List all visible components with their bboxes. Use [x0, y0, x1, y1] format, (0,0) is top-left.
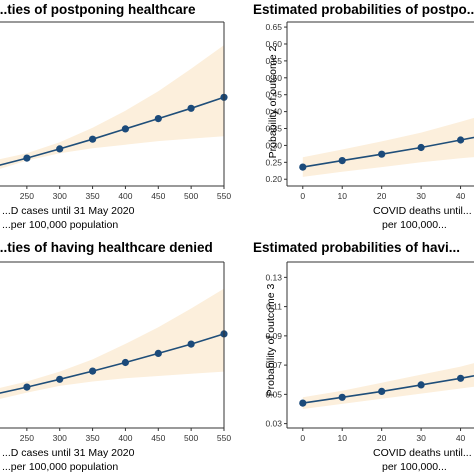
panel-2-point-1 — [338, 157, 346, 165]
panel-2-y-tick-label-8: 0.60 — [265, 39, 282, 49]
panel-4-xlabel-line2: per 100,000... — [382, 461, 447, 473]
panel-4-point-1 — [338, 393, 346, 401]
panel-1: ...ties of postponing healthcare 250 300 3… — [0, 2, 231, 231]
panel-2: Estimated probabilities of postpo... 0 10… — [253, 2, 474, 231]
panel-2-xlabel-line1: COVID deaths until... — [373, 205, 472, 217]
panel-2-point-2 — [378, 150, 386, 158]
panel-3-point-1 — [23, 383, 31, 391]
panel-4-y-tick-label-1: 0.05 — [265, 389, 282, 399]
panel-2-ylabel: Probability of outcome 2 — [267, 46, 279, 159]
panel-3-ci-band — [0, 288, 224, 399]
panel-1-point-3 — [89, 135, 97, 143]
panel-4-point-0 — [299, 399, 307, 407]
panel-2-y-tick-label-0: 0.20 — [265, 174, 282, 184]
panel-4-x-tick-label-1: 10 — [337, 433, 347, 443]
panel-3-x-tick-label-3: 350 — [85, 433, 99, 443]
panel-2-x-tick-label-4: 40 — [456, 191, 466, 201]
panel-2-plot: 0 10 20 30 40 0.20 0.25 0.30 0.35 0.40 0.45 0.50 0.5… — [265, 21, 474, 201]
panel-1-ci-band — [0, 45, 224, 169]
panel-1-point-5 — [154, 115, 162, 123]
panel-3-xlabel-line1: ...D cases until 31 May 2020 — [2, 447, 135, 459]
panel-4-point-3 — [417, 381, 425, 389]
panel-1-point-4 — [121, 125, 129, 133]
panel-4-point-4 — [457, 374, 465, 382]
panel-3-title: ...ties of having healthcare denied — [0, 240, 213, 255]
panel-3-xlabel-line2: ...per 100,000 population — [2, 461, 118, 473]
panel-2-title: Estimated probabilities of postpo... — [253, 2, 474, 17]
panel-1-xlabel-line2: ...per 100,000 population — [2, 219, 118, 231]
panel-1-x-tick-label-2: 300 — [53, 191, 67, 201]
panel-4-series-line — [302, 375, 474, 404]
panel-2-y-tick-label-2: 0.30 — [265, 140, 282, 150]
panel-3-x-tick-label-6: 500 — [184, 433, 198, 443]
panel-3-x-tick-label-4: 400 — [118, 433, 132, 443]
panel-4-ylabel: Probability of outcome 3 — [265, 284, 277, 397]
panel-4-x-tick-label-2: 20 — [377, 433, 387, 443]
panel-2-x-tick-label-1: 10 — [337, 191, 347, 201]
panel-2-y-tick-label-5: 0.45 — [265, 90, 282, 100]
panel-4-y-tick-label-5: 0.13 — [265, 272, 282, 282]
panel-2-y-tick-label-7: 0.55 — [265, 56, 282, 66]
panel-1-x-tick-label-4: 400 — [118, 191, 132, 201]
panel-3-point-3 — [89, 367, 97, 375]
panel-1-series-line — [0, 96, 225, 166]
panel-4-y-tick-label-3: 0.09 — [265, 331, 282, 341]
panel-4-y-tick-label-2: 0.07 — [265, 360, 282, 370]
panel-2-x-tick-label-3: 30 — [416, 191, 426, 201]
panel-3-point-2 — [56, 375, 64, 383]
panel-1-x-tick-label-7: 550 — [217, 191, 231, 201]
panel-4: Estimated probabilities of havi... 0 10 20… — [253, 240, 474, 473]
panel-3: ...ties of having healthcare denied 250 3… — [0, 240, 231, 473]
panel-3-x-tick-label-1: 250 — [20, 433, 34, 443]
panel-4-plot: 0 10 20 30 40 0.03 0.05 0.07 0.09 0.11 0.13 — [265, 261, 474, 443]
panel-1-point-2 — [56, 145, 64, 153]
panel-2-ci-band — [302, 117, 474, 177]
panel-3-x-tick-label-2: 300 — [53, 433, 67, 443]
panel-3-x-tick-label-7: 550 — [217, 433, 231, 443]
panel-3-x-tick-label-5: 450 — [151, 433, 165, 443]
panel-2-point-3 — [417, 143, 425, 152]
panel-1-x-tick-label-5: 450 — [151, 191, 165, 201]
panel-4-x-tick-label-4: 40 — [456, 433, 466, 443]
panel-4-xlabel-line1: COVID deaths until... — [373, 447, 472, 459]
panel-3-point-4 — [121, 358, 129, 367]
panel-3-series-line — [0, 333, 225, 394]
panel-4-x-tick-label-3: 30 — [416, 433, 426, 443]
panel-3-point-6 — [187, 340, 195, 348]
panel-2-point-0 — [299, 163, 307, 171]
panel-1-point-1 — [23, 154, 31, 162]
panel-2-y-tick-label-6: 0.50 — [265, 73, 282, 83]
panel-2-series-line — [302, 136, 474, 168]
panel-1-title: ...ties of postponing healthcare — [0, 2, 196, 17]
panel-4-title: Estimated probabilities of havi... — [253, 240, 460, 255]
panel-2-y-tick-label-9: 0.65 — [265, 22, 282, 32]
panel-2-x-tick-label-2: 20 — [377, 191, 387, 201]
panel-4-x-tick-label-0: 0 — [300, 433, 305, 443]
panel-1-plot: 250 300 350 400 450 500 550 — [0, 21, 231, 201]
panel-1-x-tick-label-3: 350 — [85, 191, 99, 201]
panel-4-ci-band — [302, 363, 474, 409]
panel-3-plot: 250 300 350 400 450 500 550 — [0, 261, 231, 443]
panel-1-x-tick-label-6: 500 — [184, 191, 198, 201]
panel-2-y-tick-label-3: 0.35 — [265, 124, 282, 134]
panel-2-x-tick-label-0: 0 — [300, 191, 305, 201]
panel-1-x-tick-label-1: 250 — [20, 191, 34, 201]
panel-4-y-tick-label-0: 0.03 — [265, 419, 282, 429]
panel-2-y-tick-label-4: 0.40 — [265, 107, 282, 117]
panel-2-point-4 — [457, 136, 465, 144]
panel-2-y-tick-label-1: 0.25 — [265, 157, 282, 167]
panel-1-xlabel-line1: ...D cases until 31 May 2020 — [2, 205, 135, 217]
panel-4-point-2 — [378, 387, 386, 395]
panel-4-y-tick-label-4: 0.11 — [266, 302, 282, 312]
panel-3-point-5 — [154, 349, 162, 357]
panel-1-point-6 — [187, 104, 195, 112]
panel-2-xlabel-line2: per 100,000... — [382, 219, 447, 231]
